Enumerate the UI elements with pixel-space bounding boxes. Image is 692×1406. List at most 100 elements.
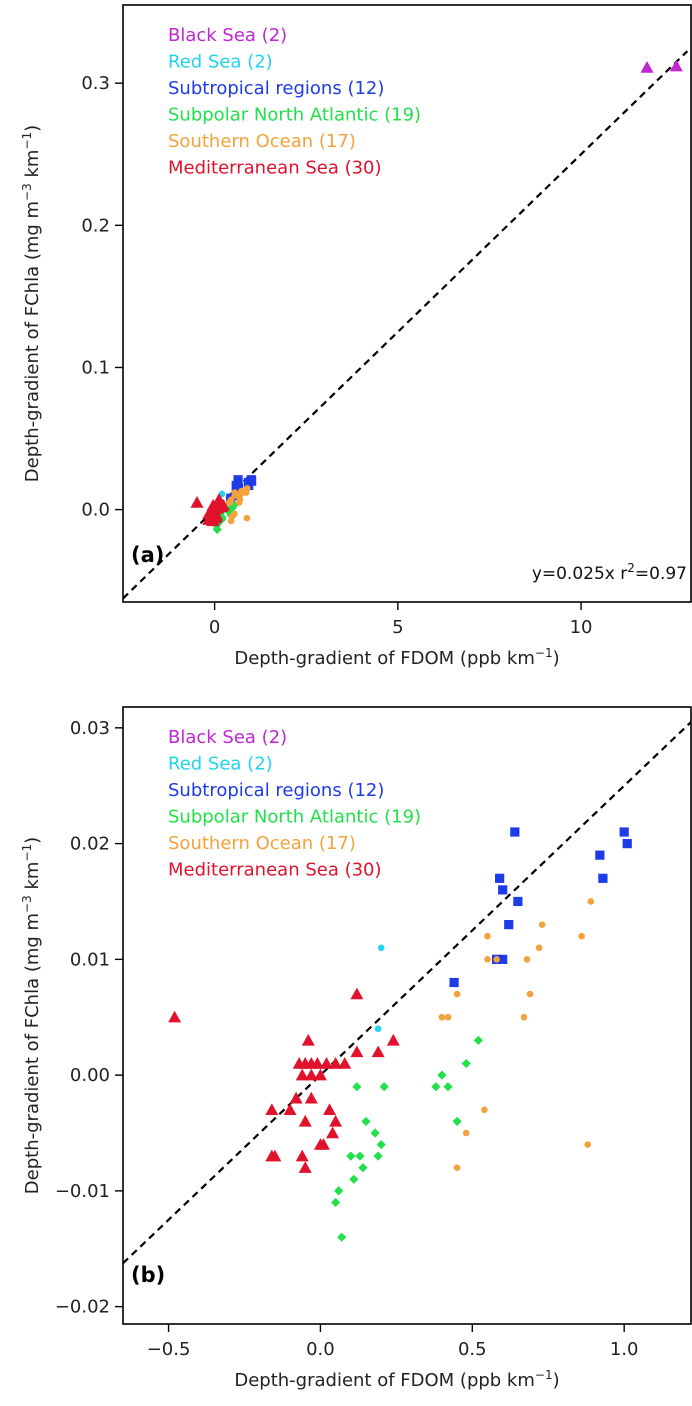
data-point <box>622 838 632 849</box>
data-point <box>452 1116 462 1127</box>
data-point <box>498 885 508 895</box>
data-point <box>520 1013 528 1021</box>
legend-entry: Southern Ocean (17) <box>168 833 356 854</box>
data-point <box>504 920 514 930</box>
y-tick-label: 0.0 <box>81 500 110 521</box>
data-point <box>484 932 491 940</box>
series-subpolar <box>331 1035 483 1242</box>
data-point <box>334 1186 344 1196</box>
data-point <box>461 1058 471 1069</box>
data-point <box>443 1082 453 1092</box>
x-axis-title: Depth-gradient of FDOM (ppb km−1) <box>234 1368 559 1391</box>
data-point <box>190 496 204 508</box>
data-point <box>350 1045 364 1058</box>
equation-sup: 2 <box>627 561 635 575</box>
data-point <box>373 1151 383 1161</box>
y-axis-title-sup: −1 <box>20 132 34 150</box>
panel-a: 0 5 10 0.0 0.1 0.2 0.3 Depth-gradient of FDOM (… <box>20 4 692 669</box>
data-point <box>473 1035 483 1045</box>
panel-label: (a) <box>131 543 164 567</box>
data-point <box>295 1068 309 1081</box>
data-point <box>225 499 233 506</box>
data-point <box>235 499 243 506</box>
data-point <box>358 1163 368 1173</box>
legend-entry: Southern Ocean (17) <box>168 131 356 152</box>
data-point <box>587 898 595 905</box>
data-point <box>232 492 240 499</box>
x-axis-title-close: ) <box>553 1370 560 1391</box>
data-point <box>202 513 216 525</box>
data-point <box>526 990 534 998</box>
data-point <box>323 1103 337 1116</box>
data-point <box>310 1057 324 1069</box>
data-point <box>376 1139 386 1150</box>
data-point <box>247 476 257 486</box>
x-tick-label: 0.0 <box>306 1339 335 1360</box>
y-axis-title: Depth-gradient of FChla (mg m−3 km−1) <box>20 837 43 1194</box>
data-point <box>535 944 543 952</box>
data-point <box>370 1128 380 1138</box>
equation-text: y=0.025x r <box>532 564 627 584</box>
data-point <box>449 977 459 988</box>
data-point <box>337 1232 347 1242</box>
fit-line <box>123 721 691 1265</box>
data-point <box>295 1149 309 1162</box>
data-point <box>243 514 251 522</box>
data-point <box>578 932 585 940</box>
y-axis-title: Depth-gradient of FChla (mg m−3 km−1) <box>20 125 43 482</box>
data-point <box>481 1106 488 1114</box>
legend-entry: Black Sea (2) <box>168 25 287 46</box>
legend-entry: Black Sea (2) <box>168 727 287 748</box>
data-point <box>379 1082 389 1092</box>
data-point <box>304 1068 318 1081</box>
data-point <box>584 1141 592 1148</box>
data-point <box>331 1197 341 1208</box>
data-point <box>640 61 654 73</box>
data-point <box>298 1161 312 1173</box>
data-point <box>453 990 461 998</box>
x-axis-title-close: ) <box>553 648 560 669</box>
data-point <box>431 1082 441 1092</box>
series-red_sea <box>374 944 385 1033</box>
data-point <box>346 1151 356 1161</box>
y-axis-title-text: Depth-gradient of FChla (mg m <box>22 913 43 1194</box>
data-point <box>168 1010 182 1023</box>
y-tick-label: −0.02 <box>55 1297 110 1318</box>
data-point <box>326 1126 340 1139</box>
equation-annotation: y=0.025x r2=0.97 <box>532 561 687 584</box>
data-point <box>329 1114 343 1127</box>
y-axis-title-sup: −1 <box>20 844 34 862</box>
data-point <box>320 1057 334 1069</box>
y-tick-label: 0.02 <box>70 834 110 855</box>
series-mediterranean <box>168 987 400 1173</box>
data-point <box>619 827 629 837</box>
plot-frame <box>122 4 692 603</box>
plot-content <box>123 721 691 1265</box>
data-point <box>510 827 520 837</box>
data-point <box>493 956 500 963</box>
data-point <box>484 956 491 963</box>
data-point <box>374 1025 382 1033</box>
x-tick-label: −0.5 <box>147 1339 191 1360</box>
y-tick-label: 0.2 <box>81 215 110 236</box>
data-point <box>283 1103 297 1116</box>
data-point <box>301 1033 315 1046</box>
x-axis-title: Depth-gradient of FDOM (ppb km−1) <box>234 646 559 669</box>
x-axis-title-sup: −1 <box>535 646 553 660</box>
legend-entry: Mediterranean Sea (30) <box>168 158 382 179</box>
data-point <box>538 921 546 928</box>
data-point <box>352 1082 362 1092</box>
data-point <box>371 1045 385 1058</box>
data-point <box>453 1164 461 1172</box>
series-black_sea <box>640 59 683 73</box>
legend-entry: Subtropical regions (12) <box>168 780 384 801</box>
y-axis-title-sup: −3 <box>20 183 34 201</box>
data-point <box>386 1033 400 1046</box>
data-point <box>438 1013 446 1021</box>
data-point <box>377 944 385 952</box>
x-axis-title-sup: −1 <box>535 1368 553 1382</box>
y-axis-title-sup: −3 <box>20 895 34 913</box>
x-tick-label: 5 <box>392 617 403 638</box>
y-tick-label: 0.01 <box>70 949 110 970</box>
